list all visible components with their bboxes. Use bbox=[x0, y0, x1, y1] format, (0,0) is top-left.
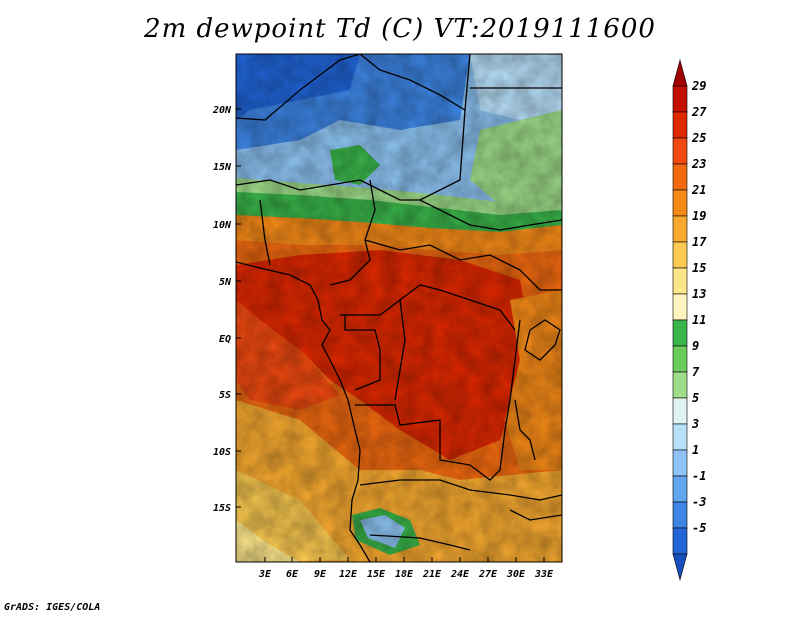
colorbar-label: -5 bbox=[692, 521, 706, 535]
colorbar-label: 17 bbox=[692, 235, 707, 249]
lon-label: 21E bbox=[422, 569, 442, 580]
colorbar-label: 21 bbox=[691, 183, 706, 197]
lat-label: 20N bbox=[212, 105, 232, 116]
map-frame bbox=[235, 53, 563, 563]
colorbar-label: 15 bbox=[692, 261, 706, 275]
country-borders bbox=[236, 54, 562, 562]
latitude-labels: 20N 15N 10N 5N EQ 5S 10S 15S bbox=[212, 105, 232, 514]
lon-label: 18E bbox=[395, 569, 414, 580]
lon-label: 27E bbox=[478, 569, 498, 580]
colorbar-label: 19 bbox=[692, 209, 706, 223]
colorbar-segment bbox=[672, 163, 688, 191]
colorbar-segment bbox=[672, 371, 688, 399]
lon-label: 24E bbox=[450, 569, 470, 580]
longitude-ticks bbox=[264, 557, 545, 562]
colorbar-label: 7 bbox=[692, 365, 700, 379]
colorbar-segment bbox=[672, 293, 688, 321]
colorbar-label: 29 bbox=[691, 79, 706, 93]
lon-label: 3E bbox=[258, 569, 272, 580]
colorbar-segment bbox=[672, 423, 688, 451]
colorbar-segment bbox=[672, 137, 688, 165]
map-title: 2m dewpoint Td (C) VT:2019111600 bbox=[144, 14, 656, 44]
latitude-ticks bbox=[236, 108, 241, 508]
colorbar-segment bbox=[672, 215, 688, 243]
colorbar-segment bbox=[672, 241, 688, 269]
colorbar-label: 11 bbox=[692, 313, 706, 327]
colorbar-label: 1 bbox=[692, 443, 699, 457]
colorbar-label: 3 bbox=[691, 417, 699, 431]
colorbar-top-triangle bbox=[672, 58, 688, 87]
colorbar-label: 23 bbox=[691, 157, 706, 171]
lon-label: 33E bbox=[534, 569, 554, 580]
lat-label: 5N bbox=[219, 277, 232, 288]
lon-label: 30E bbox=[506, 569, 526, 580]
lat-label: EQ bbox=[219, 334, 231, 345]
colorbar-label: -1 bbox=[692, 469, 706, 483]
dewpoint-field bbox=[236, 54, 562, 562]
colorbar-segment bbox=[672, 501, 688, 529]
lon-label: 12E bbox=[339, 569, 358, 580]
colorbar-segment bbox=[672, 527, 688, 555]
colorbar-label: 9 bbox=[692, 339, 699, 353]
colorbar-segment bbox=[672, 345, 688, 373]
colorbar-label: 25 bbox=[691, 131, 706, 145]
colorbar-segment bbox=[672, 85, 688, 113]
lat-label: 15S bbox=[213, 503, 231, 514]
lon-label: 9E bbox=[314, 569, 327, 580]
colorbar-segment bbox=[672, 111, 688, 139]
colorbar-bottom-triangle bbox=[672, 553, 688, 582]
lat-label: 10N bbox=[213, 220, 232, 231]
lat-label: 5S bbox=[219, 390, 231, 401]
longitude-labels: 3E 6E 9E 12E 15E 18E 21E 24E 27E 30E 33E bbox=[258, 569, 554, 580]
colorbar-segment bbox=[672, 449, 688, 477]
lat-label: 10S bbox=[213, 447, 231, 458]
grads-credit: GrADS: IGES/COLA bbox=[4, 602, 101, 613]
lon-label: 6E bbox=[286, 569, 299, 580]
colorbar-segment bbox=[672, 475, 688, 503]
colorbar-label: 5 bbox=[692, 391, 699, 405]
colorbar-segment bbox=[672, 189, 688, 217]
colorbar-label: 13 bbox=[692, 287, 706, 301]
colorbar-segment bbox=[672, 267, 688, 295]
lon-label: 15E bbox=[367, 569, 386, 580]
lat-label: 15N bbox=[213, 162, 232, 173]
colorbar-segment bbox=[672, 319, 688, 347]
colorbar-label: -3 bbox=[692, 495, 706, 509]
colorbar: 29 27 25 23 21 19 17 15 13 11 9 7 5 3 1 -1 -3 -5 bbox=[672, 58, 707, 582]
colorbar-label: 27 bbox=[691, 105, 707, 119]
colorbar-segment bbox=[672, 397, 688, 425]
